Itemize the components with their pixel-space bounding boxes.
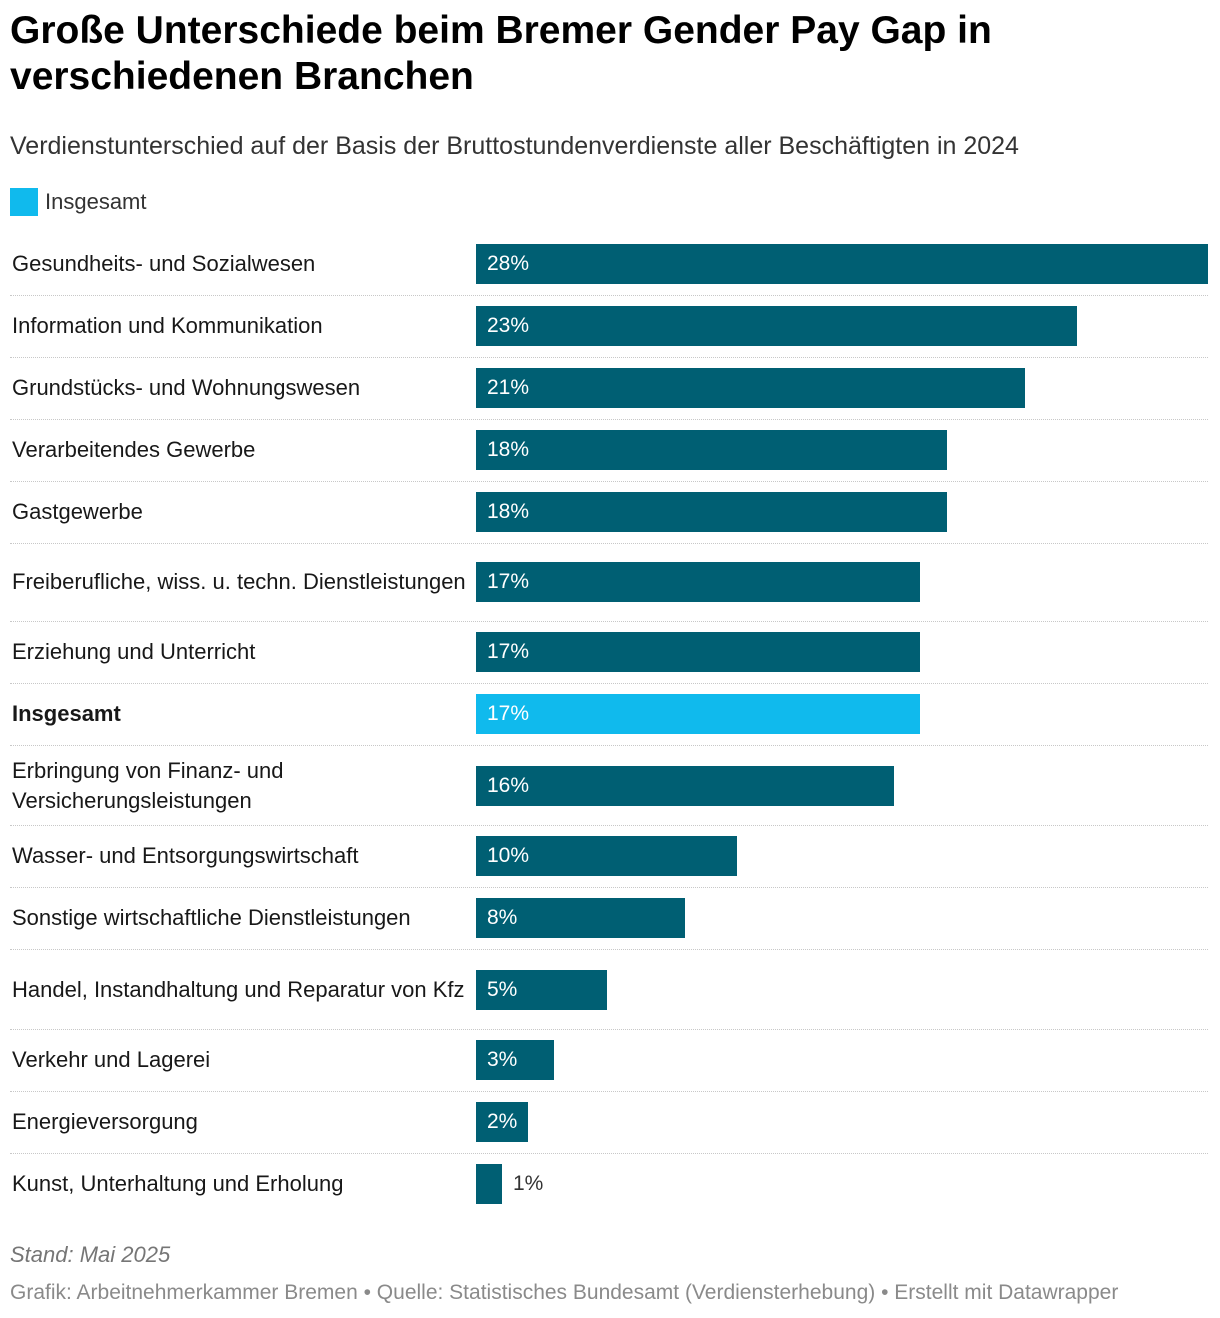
bar xyxy=(476,430,947,470)
bar xyxy=(476,836,737,876)
bar-value-label: 17% xyxy=(487,570,530,593)
row-separator xyxy=(10,949,1208,950)
bar xyxy=(476,368,1025,408)
bar-value-label: 18% xyxy=(487,500,530,523)
category-label: Erbringung von Finanz- und Versicherungs… xyxy=(12,758,284,813)
category-label: Insgesamt xyxy=(12,701,121,726)
legend-label: Insgesamt xyxy=(45,189,147,214)
legend: Insgesamt xyxy=(10,186,147,218)
bar xyxy=(476,306,1077,346)
category-label: Freiberufliche, wiss. u. techn. Dienstle… xyxy=(12,569,466,594)
legend-swatch xyxy=(10,188,38,216)
bar-value-label: 17% xyxy=(487,640,530,663)
bar-value-label: 10% xyxy=(487,844,530,867)
chart-title: Große Unterschiede beim Bremer Gender Pa… xyxy=(10,9,992,98)
bar-value-label: 21% xyxy=(487,376,530,399)
row-separator xyxy=(10,543,1208,544)
chart-subtitle: Verdienstunterschied auf der Basis der B… xyxy=(10,132,1019,160)
bar-value-label: 2% xyxy=(487,1110,518,1133)
bar-value-label: 8% xyxy=(487,906,518,929)
bar xyxy=(476,562,920,602)
category-label: Sonstige wirtschaftliche Dienstleistunge… xyxy=(12,905,411,930)
bar-value-label: 23% xyxy=(487,314,530,337)
bar-value-label: 17% xyxy=(487,702,530,725)
bar-value-label: 18% xyxy=(487,438,530,461)
category-label: Grundstücks- und Wohnungswesen xyxy=(12,375,361,400)
bar xyxy=(476,898,685,938)
category-label: Erziehung und Unterricht xyxy=(12,639,256,664)
row-separator xyxy=(10,825,1208,826)
category-label: Verarbeitendes Gewerbe xyxy=(12,437,256,462)
row-separator xyxy=(10,1029,1208,1030)
bar xyxy=(476,1102,528,1142)
category-label: Gesundheits- und Sozialwesen xyxy=(12,251,316,276)
row-separator xyxy=(10,745,1208,746)
bar-value-label: 16% xyxy=(487,774,530,797)
category-label: Gastgewerbe xyxy=(12,499,143,524)
row-separator xyxy=(10,295,1208,296)
row-separator xyxy=(10,419,1208,420)
bar xyxy=(476,632,920,672)
category-label: Energieversorgung xyxy=(12,1109,198,1134)
category-label: Wasser- und Entsorgungswirtschaft xyxy=(12,843,359,868)
bar-value-label: 5% xyxy=(487,978,518,1001)
bar xyxy=(476,970,607,1010)
category-label: Handel, Instandhaltung und Reparatur von… xyxy=(12,977,465,1002)
bar xyxy=(476,694,920,734)
row-separator xyxy=(10,481,1208,482)
bar xyxy=(476,1040,554,1080)
bar-value-label: 28% xyxy=(487,252,530,275)
bar-value-label: 1% xyxy=(513,1172,544,1195)
bar xyxy=(476,492,947,532)
row-separator xyxy=(10,683,1208,684)
category-label: Verkehr und Lagerei xyxy=(12,1047,211,1072)
footer-source: Grafik: Arbeitnehmerkammer Bremen • Quel… xyxy=(10,1281,1119,1304)
row-separator xyxy=(10,1091,1208,1092)
row-separator xyxy=(10,357,1208,358)
bar xyxy=(476,766,894,806)
category-label: Information und Kommunikation xyxy=(12,313,323,338)
category-label: Kunst, Unterhaltung und Erholung xyxy=(12,1171,344,1196)
row-separator xyxy=(10,621,1208,622)
row-separator xyxy=(10,887,1208,888)
row-separator xyxy=(10,1153,1208,1154)
bar xyxy=(476,1164,502,1204)
footer-date: Stand: Mai 2025 xyxy=(10,1242,171,1267)
bar-value-label: 3% xyxy=(487,1048,518,1071)
bar xyxy=(476,244,1208,284)
